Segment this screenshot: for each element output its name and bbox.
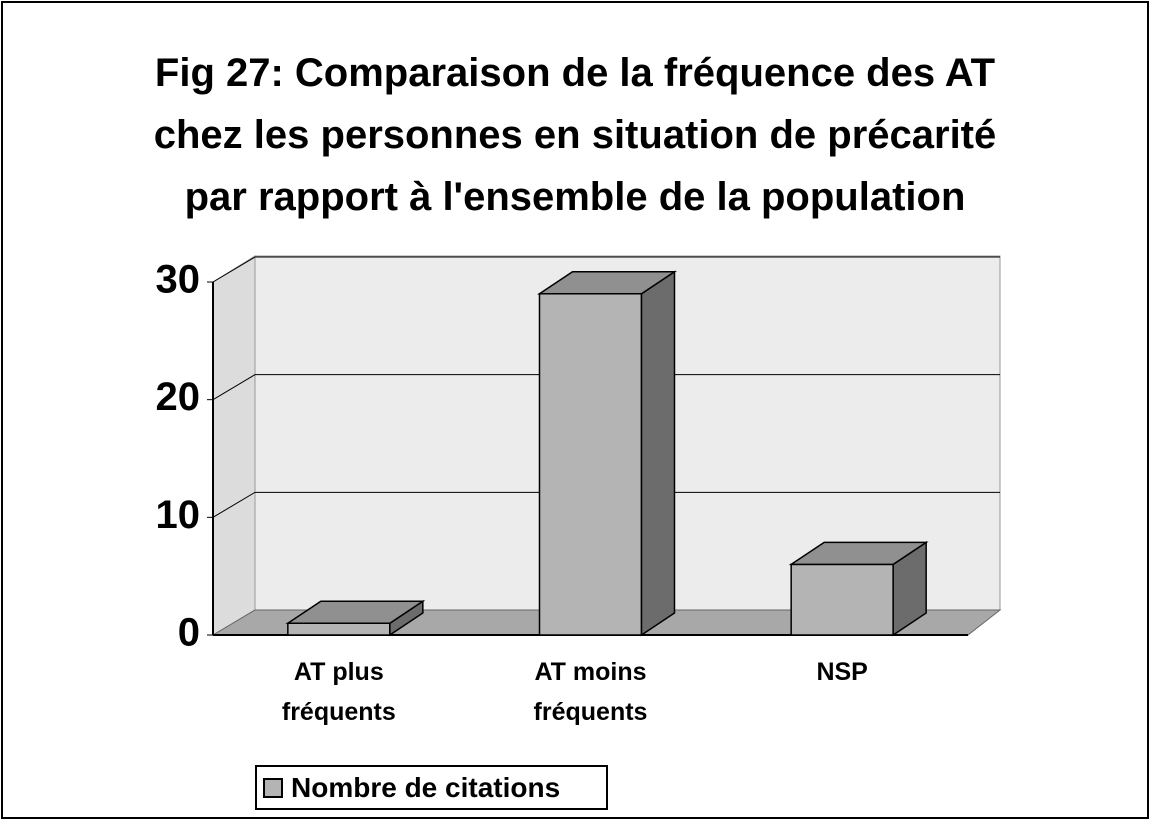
y-tick-label: 20	[156, 375, 201, 419]
legend-swatch	[263, 777, 283, 798]
bar	[537, 270, 677, 637]
y-tick-label: 10	[156, 493, 201, 537]
grid-line	[212, 491, 1000, 518]
y-tick-label: 30	[156, 258, 201, 302]
grid-line	[212, 374, 1000, 401]
bar-top	[537, 271, 677, 295]
x-tick-label: AT plus fréquents	[281, 658, 396, 726]
legend: Nombre de citations	[255, 765, 608, 810]
bar-front	[790, 563, 894, 636]
bar	[788, 540, 929, 637]
x-tick-label: AT moins fréquents	[533, 658, 648, 726]
side-wall	[212, 255, 256, 636]
y-tick-label: 0	[178, 611, 200, 655]
bar-side	[640, 270, 676, 637]
bar-front	[538, 293, 643, 636]
x-tick-label: NSP	[816, 658, 868, 686]
bar	[285, 599, 426, 637]
legend-label: Nombre de citations	[291, 771, 561, 803]
bar-top	[788, 541, 929, 566]
chart-title: Fig 27: Comparaison de la fréquence des …	[153, 51, 997, 219]
bar-front	[287, 622, 391, 636]
bar-top	[285, 600, 426, 624]
grid-line	[212, 256, 1000, 283]
